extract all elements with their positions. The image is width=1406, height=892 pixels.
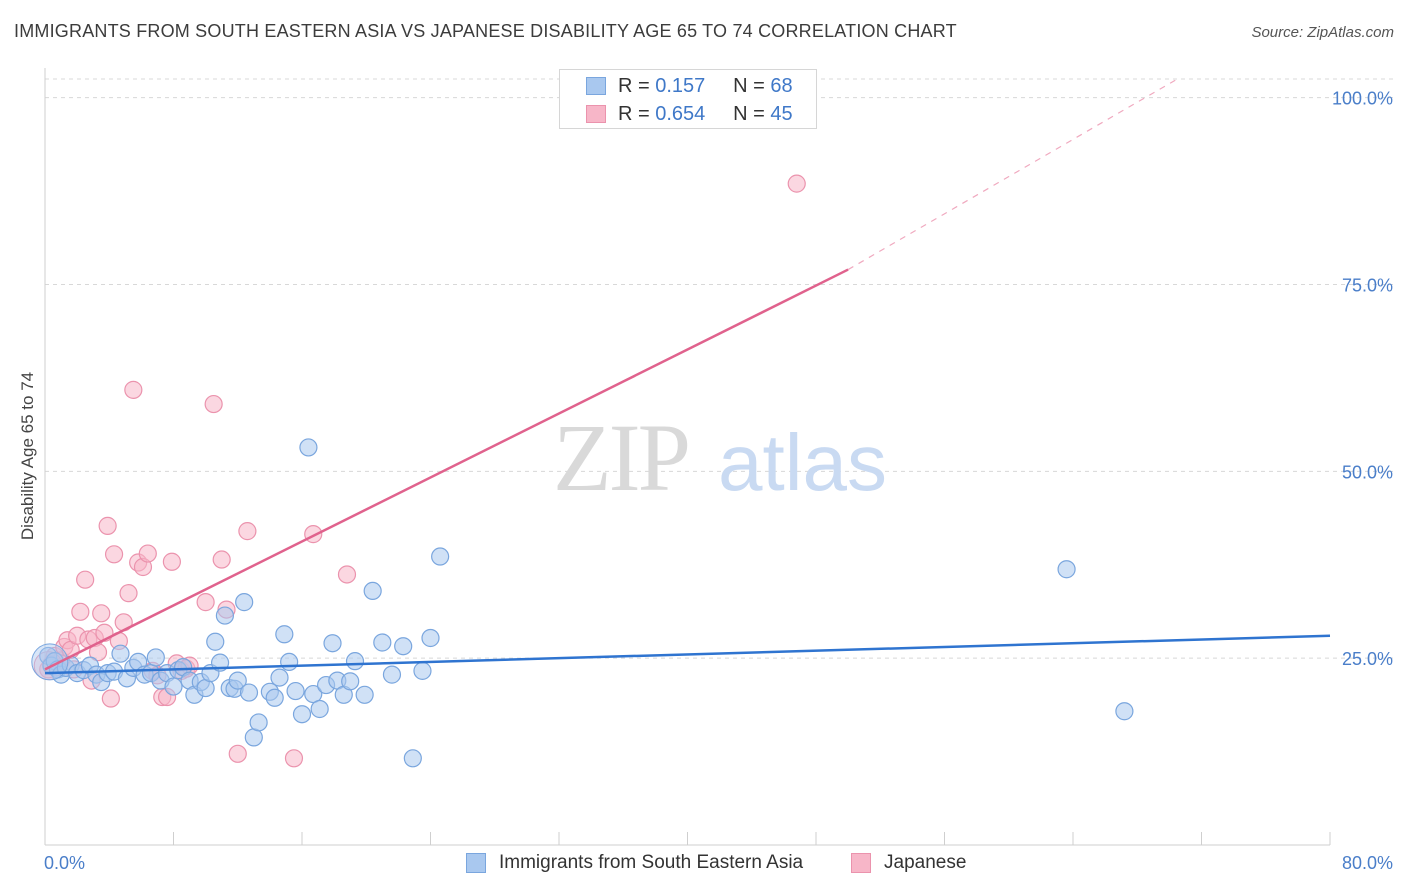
sea-point <box>235 593 254 612</box>
grid-lines <box>45 78 1395 659</box>
x-tick-label: 80.0% <box>1342 853 1393 873</box>
japanese-point <box>104 545 124 564</box>
sea-point <box>355 685 374 704</box>
japanese-point <box>92 604 111 623</box>
sea-point <box>431 547 450 566</box>
sea-point <box>1057 560 1076 579</box>
sea-point <box>270 668 289 687</box>
watermark-atlas: atlas <box>718 418 887 507</box>
bottom-legend-label-japanese: Japanese <box>884 852 967 873</box>
sea-point <box>382 665 402 684</box>
japanese-point <box>337 565 357 584</box>
sea-point <box>373 633 392 652</box>
sea-point <box>206 632 225 651</box>
japanese-trend-line <box>44 268 849 671</box>
source-label: Source: ZipAtlas.com <box>1251 24 1394 41</box>
sea-point <box>265 688 284 707</box>
japanese-point <box>787 174 806 193</box>
japanese-point <box>212 550 231 569</box>
y-tick-label: 100.0% <box>1332 89 1393 109</box>
sea-point <box>249 713 268 732</box>
watermark-zip: ZIP <box>553 404 688 511</box>
n-label: N = <box>733 74 765 97</box>
japanese-point <box>284 749 304 768</box>
sea-point <box>363 581 382 601</box>
sea-point <box>228 671 247 690</box>
japanese-point <box>228 744 247 763</box>
japanese-point <box>71 602 90 621</box>
chart-title: IMMIGRANTS FROM SOUTH EASTERN ASIA VS JA… <box>14 21 957 41</box>
x-tick-label: 0.0% <box>44 853 85 873</box>
japanese-point <box>101 689 120 708</box>
japanese-point <box>238 522 257 541</box>
watermark: ZIP atlas <box>553 404 887 511</box>
sea-point <box>310 699 329 719</box>
axes <box>44 68 1331 846</box>
sea-point <box>164 677 183 696</box>
sea-point <box>345 652 365 671</box>
sea-point <box>323 634 342 653</box>
sea-point <box>275 625 294 644</box>
r-label: R = <box>618 102 650 125</box>
r-label: R = <box>618 74 650 97</box>
japanese-point <box>162 552 181 571</box>
bottom-legend-label-sea: Immigrants from South Eastern Asia <box>499 852 804 873</box>
japanese-point <box>76 570 95 589</box>
legend-swatch-pink <box>586 105 606 123</box>
n-label: N = <box>733 102 765 125</box>
y-tick-label: 50.0% <box>1342 462 1393 482</box>
sea-point-cluster <box>31 643 69 681</box>
tick-labels: 25.0% 50.0% 75.0% 100.0% 0.0% 80.0% <box>44 89 1393 873</box>
sea-immigrants-points <box>31 438 1134 768</box>
bottom-swatch-blue <box>466 853 486 873</box>
legend-swatch-blue <box>586 77 606 95</box>
sea-point <box>394 637 413 656</box>
japanese-point <box>138 544 157 563</box>
sea-point <box>421 628 440 648</box>
n-value: 45 <box>770 102 793 125</box>
sea-point <box>299 438 318 457</box>
bottom-swatch-pink <box>851 853 871 873</box>
sea-point <box>286 681 305 701</box>
japanese-point <box>196 593 215 612</box>
sea-point <box>403 749 422 768</box>
sea-point <box>215 606 234 625</box>
legend-text-japanese: R = 0.654 N = 45 <box>618 103 793 126</box>
y-tick-label: 75.0% <box>1342 276 1393 296</box>
sea-point <box>413 661 432 680</box>
legend-text-sea: R = 0.157 N = 68 <box>618 75 793 98</box>
japanese-trend-extension <box>847 78 1178 271</box>
japanese-point <box>119 584 138 603</box>
sea-point <box>1115 702 1134 721</box>
sea-point <box>239 683 259 702</box>
japanese-point <box>98 516 117 535</box>
sea-point <box>146 648 165 667</box>
sea-point <box>111 644 130 663</box>
sea-trend-line <box>44 634 1331 675</box>
trend-lines <box>44 78 1331 675</box>
sea-point <box>304 684 323 704</box>
correlation-legend: R = 0.157 N = 68 R = 0.654 N = 45 <box>559 69 817 129</box>
japanese-point <box>204 394 223 414</box>
sea-point <box>280 652 299 672</box>
sea-point <box>341 672 360 691</box>
sea-point <box>292 705 312 724</box>
r-value: 0.157 <box>655 74 706 97</box>
japanese-point <box>124 380 143 399</box>
n-value: 68 <box>770 74 793 97</box>
r-value: 0.654 <box>655 102 706 125</box>
y-tick-label: 25.0% <box>1342 649 1393 669</box>
